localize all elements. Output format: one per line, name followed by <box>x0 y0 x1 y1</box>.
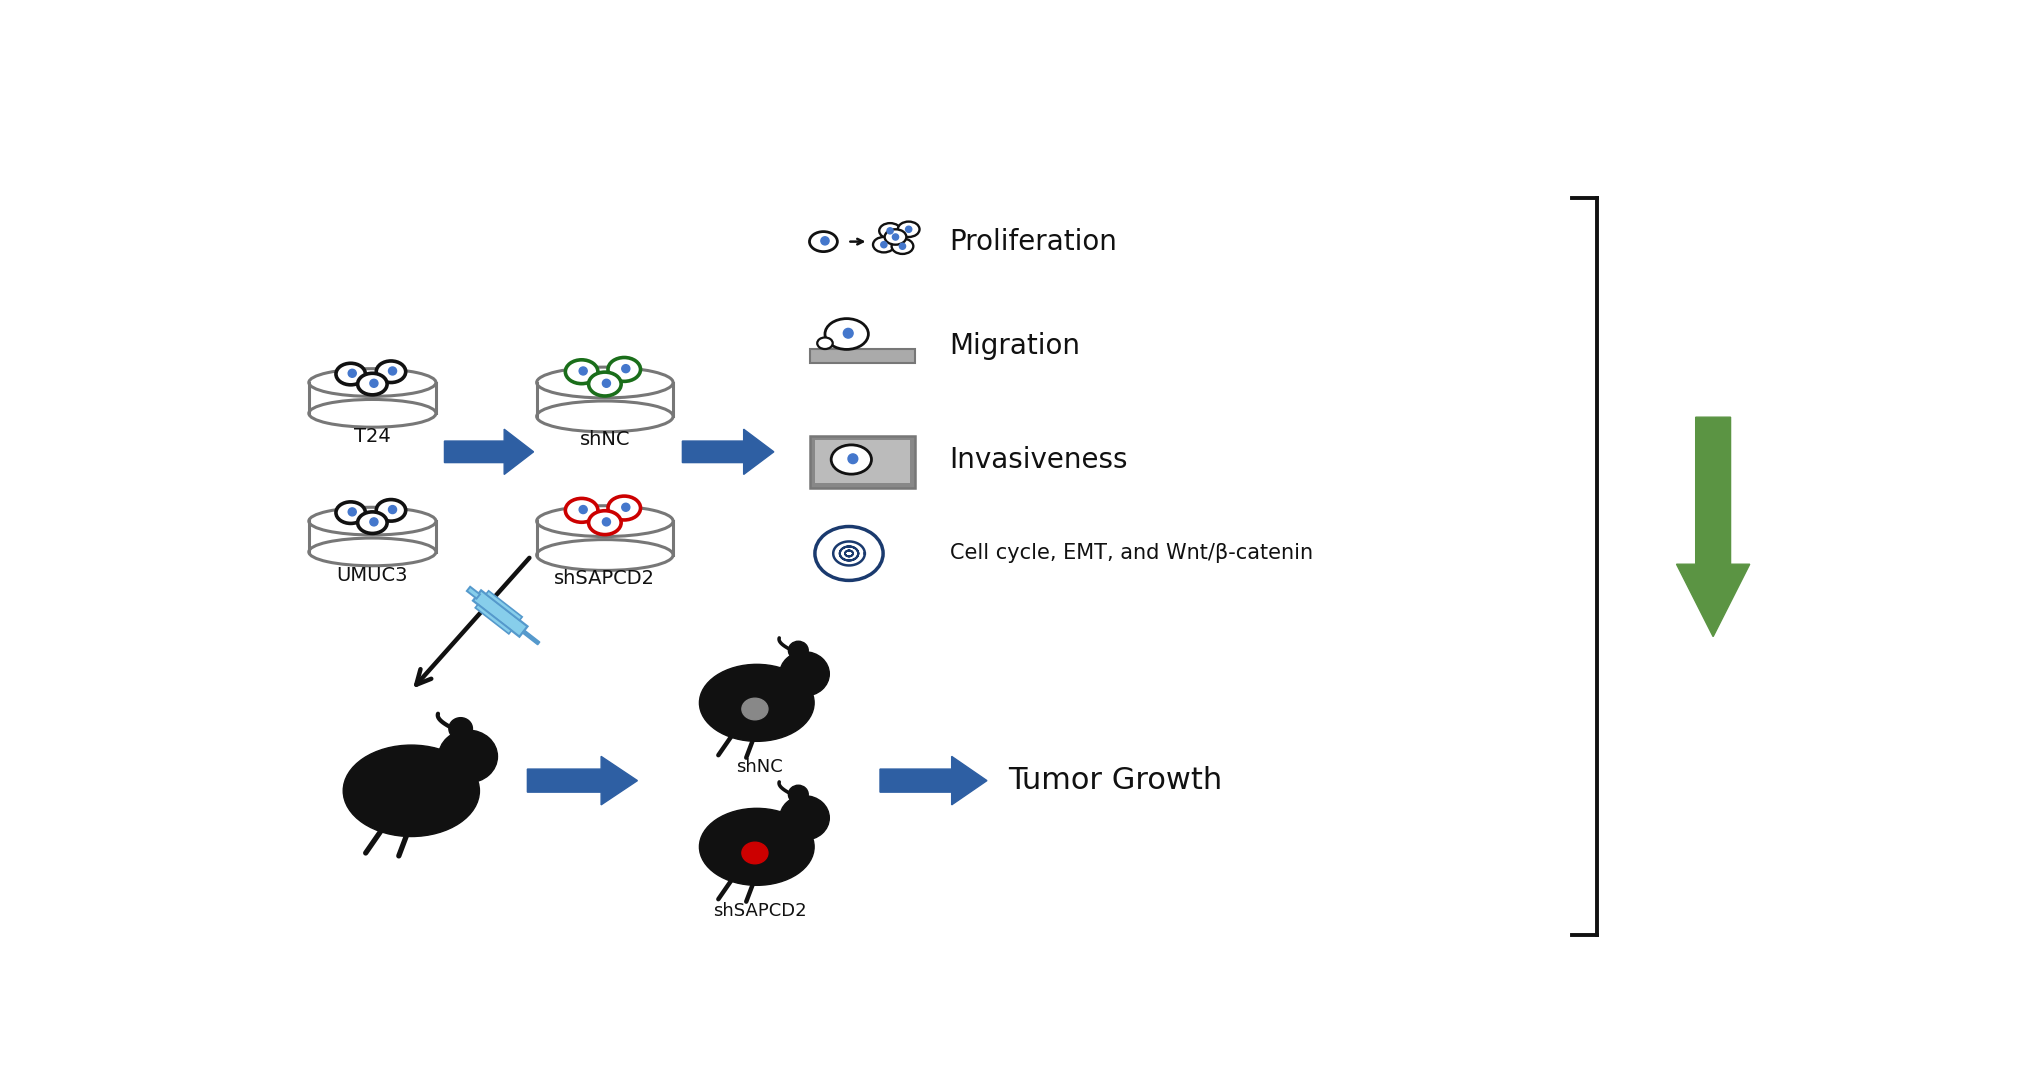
Text: T24: T24 <box>353 427 391 446</box>
Ellipse shape <box>825 318 868 350</box>
FancyArrow shape <box>682 429 773 474</box>
Ellipse shape <box>898 222 920 237</box>
Bar <box>309 521 436 552</box>
Ellipse shape <box>874 237 894 252</box>
Circle shape <box>622 504 630 511</box>
Text: shNC: shNC <box>737 758 783 777</box>
FancyArrow shape <box>444 429 533 474</box>
Ellipse shape <box>815 526 884 580</box>
Bar <box>815 441 910 483</box>
Ellipse shape <box>779 796 829 840</box>
Ellipse shape <box>448 718 472 740</box>
Circle shape <box>369 518 377 526</box>
Ellipse shape <box>438 730 498 783</box>
Ellipse shape <box>357 374 387 395</box>
Text: Migration: Migration <box>950 332 1082 361</box>
Ellipse shape <box>589 511 622 535</box>
Bar <box>537 521 674 554</box>
Circle shape <box>900 244 906 249</box>
FancyArrow shape <box>527 756 638 805</box>
Circle shape <box>603 518 611 526</box>
Circle shape <box>892 234 898 240</box>
Text: shSAPCD2: shSAPCD2 <box>555 569 656 588</box>
Ellipse shape <box>884 230 906 245</box>
Text: UMUC3: UMUC3 <box>337 565 408 585</box>
Ellipse shape <box>700 808 813 885</box>
Circle shape <box>349 508 357 516</box>
Bar <box>811 435 914 488</box>
Circle shape <box>369 379 377 388</box>
Ellipse shape <box>335 363 365 384</box>
Circle shape <box>349 369 357 377</box>
Circle shape <box>579 506 587 513</box>
Bar <box>523 630 539 644</box>
FancyArrow shape <box>880 756 987 805</box>
Ellipse shape <box>607 357 640 381</box>
Ellipse shape <box>565 360 597 383</box>
Circle shape <box>389 367 398 375</box>
Text: Invasiveness: Invasiveness <box>950 445 1128 473</box>
Ellipse shape <box>537 506 674 536</box>
Circle shape <box>848 454 858 464</box>
Ellipse shape <box>565 498 597 522</box>
Circle shape <box>888 227 894 234</box>
Bar <box>537 382 674 416</box>
Text: Proliferation: Proliferation <box>950 227 1118 256</box>
Bar <box>486 591 523 621</box>
Ellipse shape <box>831 445 872 474</box>
Bar <box>472 590 527 637</box>
Ellipse shape <box>309 507 436 535</box>
Text: shSAPCD2: shSAPCD2 <box>712 902 807 921</box>
Ellipse shape <box>809 232 837 251</box>
Ellipse shape <box>743 843 769 864</box>
Ellipse shape <box>789 785 809 804</box>
Text: shNC: shNC <box>579 430 630 449</box>
Circle shape <box>880 242 888 248</box>
Ellipse shape <box>817 338 833 349</box>
Ellipse shape <box>700 664 813 742</box>
FancyArrow shape <box>1677 417 1750 637</box>
Ellipse shape <box>743 699 769 720</box>
Text: Tumor Growth: Tumor Growth <box>1007 766 1223 795</box>
Bar <box>309 382 436 414</box>
Circle shape <box>844 328 854 338</box>
Ellipse shape <box>779 652 829 696</box>
Ellipse shape <box>589 373 622 396</box>
Ellipse shape <box>892 238 914 253</box>
Bar <box>466 587 480 599</box>
Ellipse shape <box>335 501 365 523</box>
Bar <box>811 350 914 363</box>
Ellipse shape <box>343 745 480 836</box>
Ellipse shape <box>375 361 406 382</box>
Ellipse shape <box>357 512 387 534</box>
Ellipse shape <box>880 223 900 238</box>
Ellipse shape <box>537 367 674 397</box>
Text: Cell cycle, EMT, and Wnt/β-catenin: Cell cycle, EMT, and Wnt/β-catenin <box>950 544 1314 563</box>
Circle shape <box>906 226 912 233</box>
Circle shape <box>821 237 829 245</box>
Bar <box>476 604 511 634</box>
Circle shape <box>389 506 398 513</box>
Ellipse shape <box>789 641 809 660</box>
Circle shape <box>579 367 587 375</box>
Circle shape <box>622 365 630 373</box>
Ellipse shape <box>309 368 436 396</box>
Ellipse shape <box>607 496 640 520</box>
Ellipse shape <box>375 499 406 521</box>
Circle shape <box>603 379 611 388</box>
